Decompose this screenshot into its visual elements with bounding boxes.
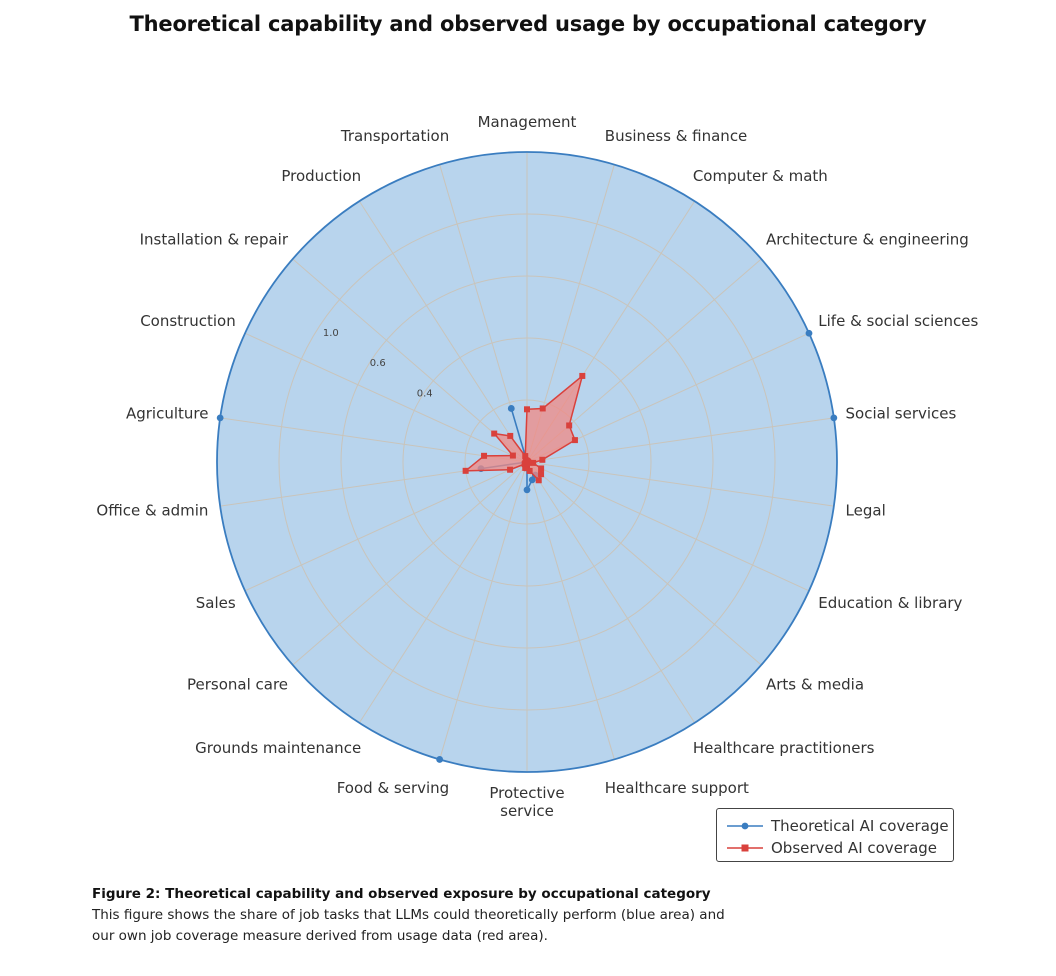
observed-point <box>539 405 546 412</box>
radar-tick-label: 1.0 <box>323 328 339 339</box>
figure-caption: Figure 2: Theoretical capability and obs… <box>92 884 732 947</box>
chart-legend: Theoretical AI coverage Observed AI cove… <box>716 808 954 862</box>
grid-spoke <box>358 461 528 724</box>
axis-label-line: Protective <box>489 784 564 802</box>
grid-spoke <box>526 461 615 760</box>
axis-label-life-social-sciences: Life & social sciences <box>818 312 978 330</box>
observed-point <box>530 459 537 466</box>
observed-point <box>462 467 469 474</box>
observed-point <box>538 471 545 478</box>
theoretical-point <box>507 405 515 412</box>
grid-spoke <box>526 461 810 592</box>
legend-marker-theoretical <box>727 822 763 830</box>
radar-axis-labels: 0.4 0.6 1.0 Management Business & finance Com… <box>96 113 978 820</box>
theoretical-point <box>528 476 536 484</box>
axis-label-personal-care: Personal care <box>187 676 288 694</box>
grid-spoke <box>292 258 528 463</box>
observed-point <box>535 477 542 484</box>
axis-label-architecture-engineering: Architecture & engineering <box>766 230 969 248</box>
observed-point <box>481 452 488 459</box>
observed-point <box>509 452 516 459</box>
axis-label-arts-media: Arts & media <box>766 676 864 694</box>
axis-label-construction: Construction <box>140 312 236 330</box>
grid-spoke <box>244 332 528 463</box>
axis-label-installation-repair: Installation & repair <box>140 230 289 248</box>
axis-label-healthcare-support: Healthcare support <box>605 779 749 797</box>
theoretical-point <box>523 486 531 494</box>
legend-item-theoretical: Theoretical AI coverage <box>717 815 953 837</box>
observed-point <box>571 437 578 444</box>
legend-item-observed: Observed AI coverage <box>717 837 953 859</box>
radar-center-dot <box>522 457 532 467</box>
grid-spoke <box>526 461 762 666</box>
observed-point <box>507 432 514 439</box>
axis-label-line: service <box>500 802 554 820</box>
caption-title: Figure 2: Theoretical capability and obs… <box>92 886 711 902</box>
axis-label-social-services: Social services <box>846 405 957 423</box>
chart-title: Theoretical capability and observed usag… <box>129 12 927 36</box>
axis-label-transportation: Transportation <box>340 127 449 145</box>
radar-series <box>216 329 838 763</box>
theoretical-point-outer <box>216 414 224 422</box>
grid-spoke <box>292 461 528 666</box>
observed-point <box>566 422 573 429</box>
theoretical-point-outer <box>830 414 838 422</box>
observed-point <box>522 464 529 471</box>
caption-body: This figure shows the share of job tasks… <box>92 907 725 944</box>
axis-label-computer-math: Computer & math <box>693 167 828 185</box>
legend-marker-observed <box>727 844 763 852</box>
axis-label-grounds-maintenance: Grounds maintenance <box>195 739 361 757</box>
axis-label-production: Production <box>281 167 361 185</box>
grid-spoke <box>526 461 696 724</box>
observed-point <box>491 430 498 437</box>
observed-point <box>507 466 514 473</box>
axis-label-management: Management <box>478 113 577 131</box>
observed-point <box>524 406 530 413</box>
axis-label-education-library: Education & library <box>818 594 962 612</box>
axis-label-office-admin: Office & admin <box>96 501 208 519</box>
axis-label-business-finance: Business & finance <box>605 127 748 145</box>
axis-label-sales: Sales <box>196 594 236 612</box>
axis-label-legal: Legal <box>846 501 886 519</box>
grid-spoke <box>439 461 528 760</box>
axis-label-protective-service: Protective service <box>489 784 564 820</box>
grid-spoke <box>526 417 834 463</box>
grid-spoke <box>358 200 528 463</box>
theoretical-point-outer <box>805 329 813 337</box>
axis-label-agriculture: Agriculture <box>126 405 209 423</box>
grid-spoke <box>244 461 528 592</box>
axis-label-healthcare-practitioners: Healthcare practitioners <box>693 739 875 757</box>
grid-spoke <box>220 417 528 463</box>
radar-outer-boundary <box>216 151 838 773</box>
axis-label-food-serving: Food & serving <box>337 779 450 797</box>
observed-point <box>579 372 586 379</box>
legend-label-theoretical: Theoretical AI coverage <box>771 817 949 835</box>
theoretical-point-outer <box>436 756 444 763</box>
radar-tick-label: 0.6 <box>370 358 386 369</box>
legend-label-observed: Observed AI coverage <box>771 839 938 857</box>
grid-spoke <box>526 461 834 507</box>
observed-point <box>522 453 529 460</box>
observed-point <box>538 465 545 472</box>
radar-tick-label: 0.4 <box>417 388 433 399</box>
observed-point <box>539 456 546 463</box>
